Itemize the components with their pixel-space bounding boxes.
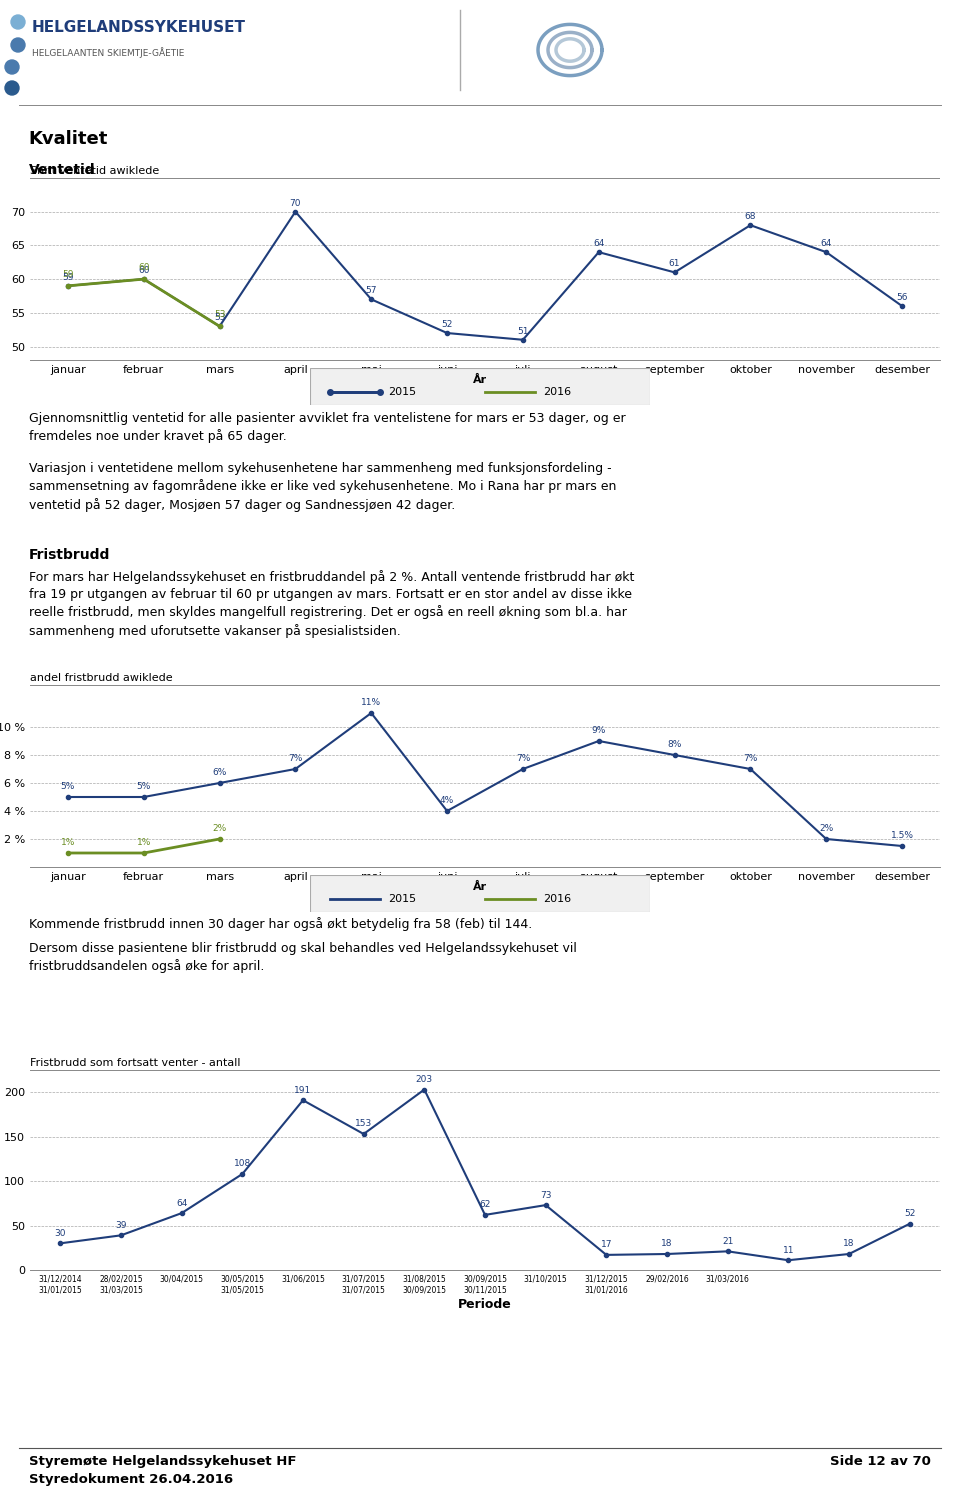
Text: Fristbrudd: Fristbrudd [29, 547, 110, 562]
Circle shape [11, 38, 25, 53]
Text: 9%: 9% [591, 726, 606, 735]
Text: 18: 18 [661, 1239, 673, 1248]
Text: 1%: 1% [136, 838, 151, 847]
Text: 39: 39 [115, 1221, 127, 1230]
Text: 2015: 2015 [388, 387, 416, 397]
Text: 7%: 7% [288, 755, 302, 764]
Text: 59: 59 [62, 269, 74, 278]
Text: 2%: 2% [212, 824, 227, 833]
Text: 2015: 2015 [388, 893, 416, 904]
Text: Snitt ventetid awiklede: Snitt ventetid awiklede [30, 165, 159, 176]
Text: 64: 64 [821, 239, 832, 248]
Text: 11%: 11% [361, 698, 381, 707]
Text: 153: 153 [355, 1119, 372, 1128]
Text: 73: 73 [540, 1191, 551, 1200]
Text: HELGELAANTEN SKIEMTJE-GÅETIE: HELGELAANTEN SKIEMTJE-GÅETIE [32, 48, 184, 59]
Text: 2016: 2016 [543, 893, 571, 904]
Text: 70: 70 [290, 199, 301, 208]
Text: 2016: 2016 [543, 387, 571, 397]
Text: 191: 191 [295, 1086, 312, 1095]
Text: 4%: 4% [440, 797, 454, 806]
Text: 52: 52 [904, 1209, 915, 1218]
X-axis label: Måned: Måned [462, 379, 509, 393]
FancyBboxPatch shape [310, 875, 650, 911]
Text: 17: 17 [601, 1241, 612, 1250]
Circle shape [11, 15, 25, 29]
Text: 62: 62 [479, 1200, 491, 1209]
Text: 60: 60 [138, 266, 150, 275]
Text: 108: 108 [233, 1160, 251, 1169]
Text: 64: 64 [593, 239, 605, 248]
Text: 2%: 2% [819, 824, 833, 833]
Text: 1%: 1% [60, 838, 75, 847]
Text: 59: 59 [62, 272, 74, 281]
Text: Fristbrudd som fortsatt venter - antall: Fristbrudd som fortsatt venter - antall [30, 1057, 241, 1068]
Text: Kommende fristbrudd innen 30 dager har også økt betydelig fra 58 (feb) til 144.: Kommende fristbrudd innen 30 dager har o… [29, 917, 532, 931]
Text: 61: 61 [669, 259, 681, 268]
FancyBboxPatch shape [310, 368, 650, 405]
Text: 203: 203 [416, 1075, 433, 1084]
Text: 7%: 7% [743, 755, 757, 764]
Text: År: År [473, 374, 487, 385]
Text: 68: 68 [745, 212, 756, 221]
Text: 51: 51 [517, 326, 529, 335]
Text: Ventetid: Ventetid [29, 162, 95, 177]
Text: Kvalitet: Kvalitet [29, 129, 108, 147]
Text: 18: 18 [843, 1239, 854, 1248]
Text: 30: 30 [55, 1229, 66, 1238]
Text: Variasjon i ventetidene mellom sykehusenhetene har sammenheng med funksjonsforde: Variasjon i ventetidene mellom sykehusen… [29, 462, 616, 511]
Text: For mars har Helgelandssykehuset en fristbruddandel på 2 %. Antall ventende fris: For mars har Helgelandssykehuset en fris… [29, 570, 635, 638]
Circle shape [5, 60, 19, 74]
Text: Dersom disse pasientene blir fristbrudd og skal behandles ved Helgelandssykehuse: Dersom disse pasientene blir fristbrudd … [29, 942, 577, 973]
Text: andel fristbrudd awiklede: andel fristbrudd awiklede [30, 672, 173, 683]
Text: Styredokument 26.04.2016: Styredokument 26.04.2016 [29, 1472, 233, 1486]
X-axis label: Periode: Periode [458, 1298, 512, 1311]
Text: Styremøte Helgelandssykehuset HF: Styremøte Helgelandssykehuset HF [29, 1454, 297, 1468]
Text: År: År [473, 881, 487, 892]
Text: 8%: 8% [667, 740, 682, 749]
Text: HELGELANDSSYKEHUSET: HELGELANDSSYKEHUSET [32, 21, 246, 36]
Text: 1.5%: 1.5% [891, 832, 914, 841]
Text: Side 12 av 70: Side 12 av 70 [830, 1454, 931, 1468]
X-axis label: Måned: Måned [462, 886, 509, 899]
Text: 56: 56 [897, 293, 908, 302]
Text: 5%: 5% [136, 782, 151, 791]
Circle shape [5, 81, 19, 95]
Text: Gjennomsnittlig ventetid for alle pasienter avviklet fra ventelistene for mars e: Gjennomsnittlig ventetid for alle pasien… [29, 412, 625, 444]
Text: 21: 21 [722, 1236, 733, 1245]
Text: 11: 11 [782, 1245, 794, 1254]
Text: 7%: 7% [516, 755, 530, 764]
Text: 52: 52 [442, 320, 453, 329]
Text: 53: 53 [214, 310, 226, 319]
Text: 57: 57 [366, 286, 377, 295]
Text: 53: 53 [214, 313, 226, 322]
Text: 5%: 5% [60, 782, 75, 791]
Text: 64: 64 [176, 1199, 187, 1208]
Text: 6%: 6% [212, 769, 227, 778]
Text: 60: 60 [138, 263, 150, 272]
